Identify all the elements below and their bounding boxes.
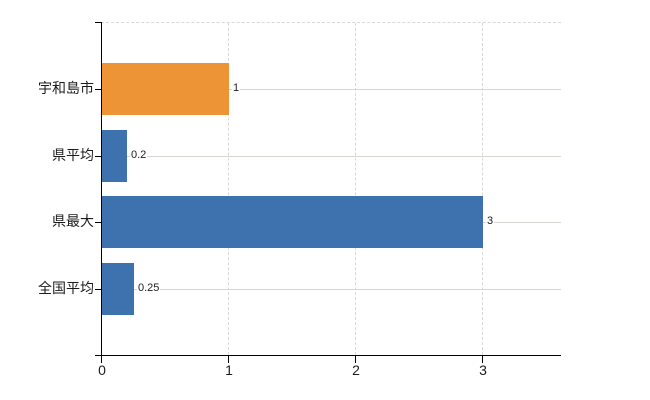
x-axis-tick-label: 2 bbox=[352, 362, 360, 378]
y-axis-top-tick bbox=[95, 22, 102, 23]
category-label: 県最大 bbox=[52, 213, 94, 229]
bar-value-label: 1 bbox=[232, 81, 241, 96]
vertical-gridline bbox=[482, 23, 483, 355]
y-axis-tick bbox=[95, 289, 101, 290]
x-axis-tick bbox=[228, 356, 229, 363]
bar-1 bbox=[102, 63, 229, 115]
bar-value-label: 0.25 bbox=[137, 281, 161, 296]
x-axis-tick bbox=[482, 356, 483, 363]
x-axis-tick-label: 0 bbox=[98, 362, 106, 378]
y-axis-tick bbox=[95, 89, 101, 90]
bar-2 bbox=[102, 130, 127, 182]
x-axis-tick bbox=[355, 356, 356, 363]
category-gridline bbox=[102, 89, 561, 90]
x-axis-left-extension bbox=[95, 355, 102, 356]
category-label: 全国平均 bbox=[38, 280, 94, 296]
x-axis-tick bbox=[101, 356, 102, 363]
bar-4 bbox=[102, 263, 134, 315]
category-gridline bbox=[102, 156, 561, 157]
x-axis-tick-label: 3 bbox=[479, 362, 487, 378]
y-axis-tick bbox=[95, 156, 101, 157]
y-axis-tick bbox=[95, 222, 101, 223]
bar-value-label: 0.2 bbox=[130, 148, 148, 163]
bar-value-label: 3 bbox=[486, 214, 495, 229]
plot-area: 1 0.2 3 0.25 bbox=[95, 22, 561, 363]
vertical-gridline bbox=[355, 23, 356, 355]
x-axis-tick-label: 1 bbox=[225, 362, 233, 378]
bar-3 bbox=[102, 196, 483, 248]
category-label: 宇和島市 bbox=[38, 80, 94, 96]
vertical-gridline bbox=[228, 23, 229, 355]
category-gridline bbox=[102, 289, 561, 290]
category-label: 県平均 bbox=[52, 147, 94, 163]
